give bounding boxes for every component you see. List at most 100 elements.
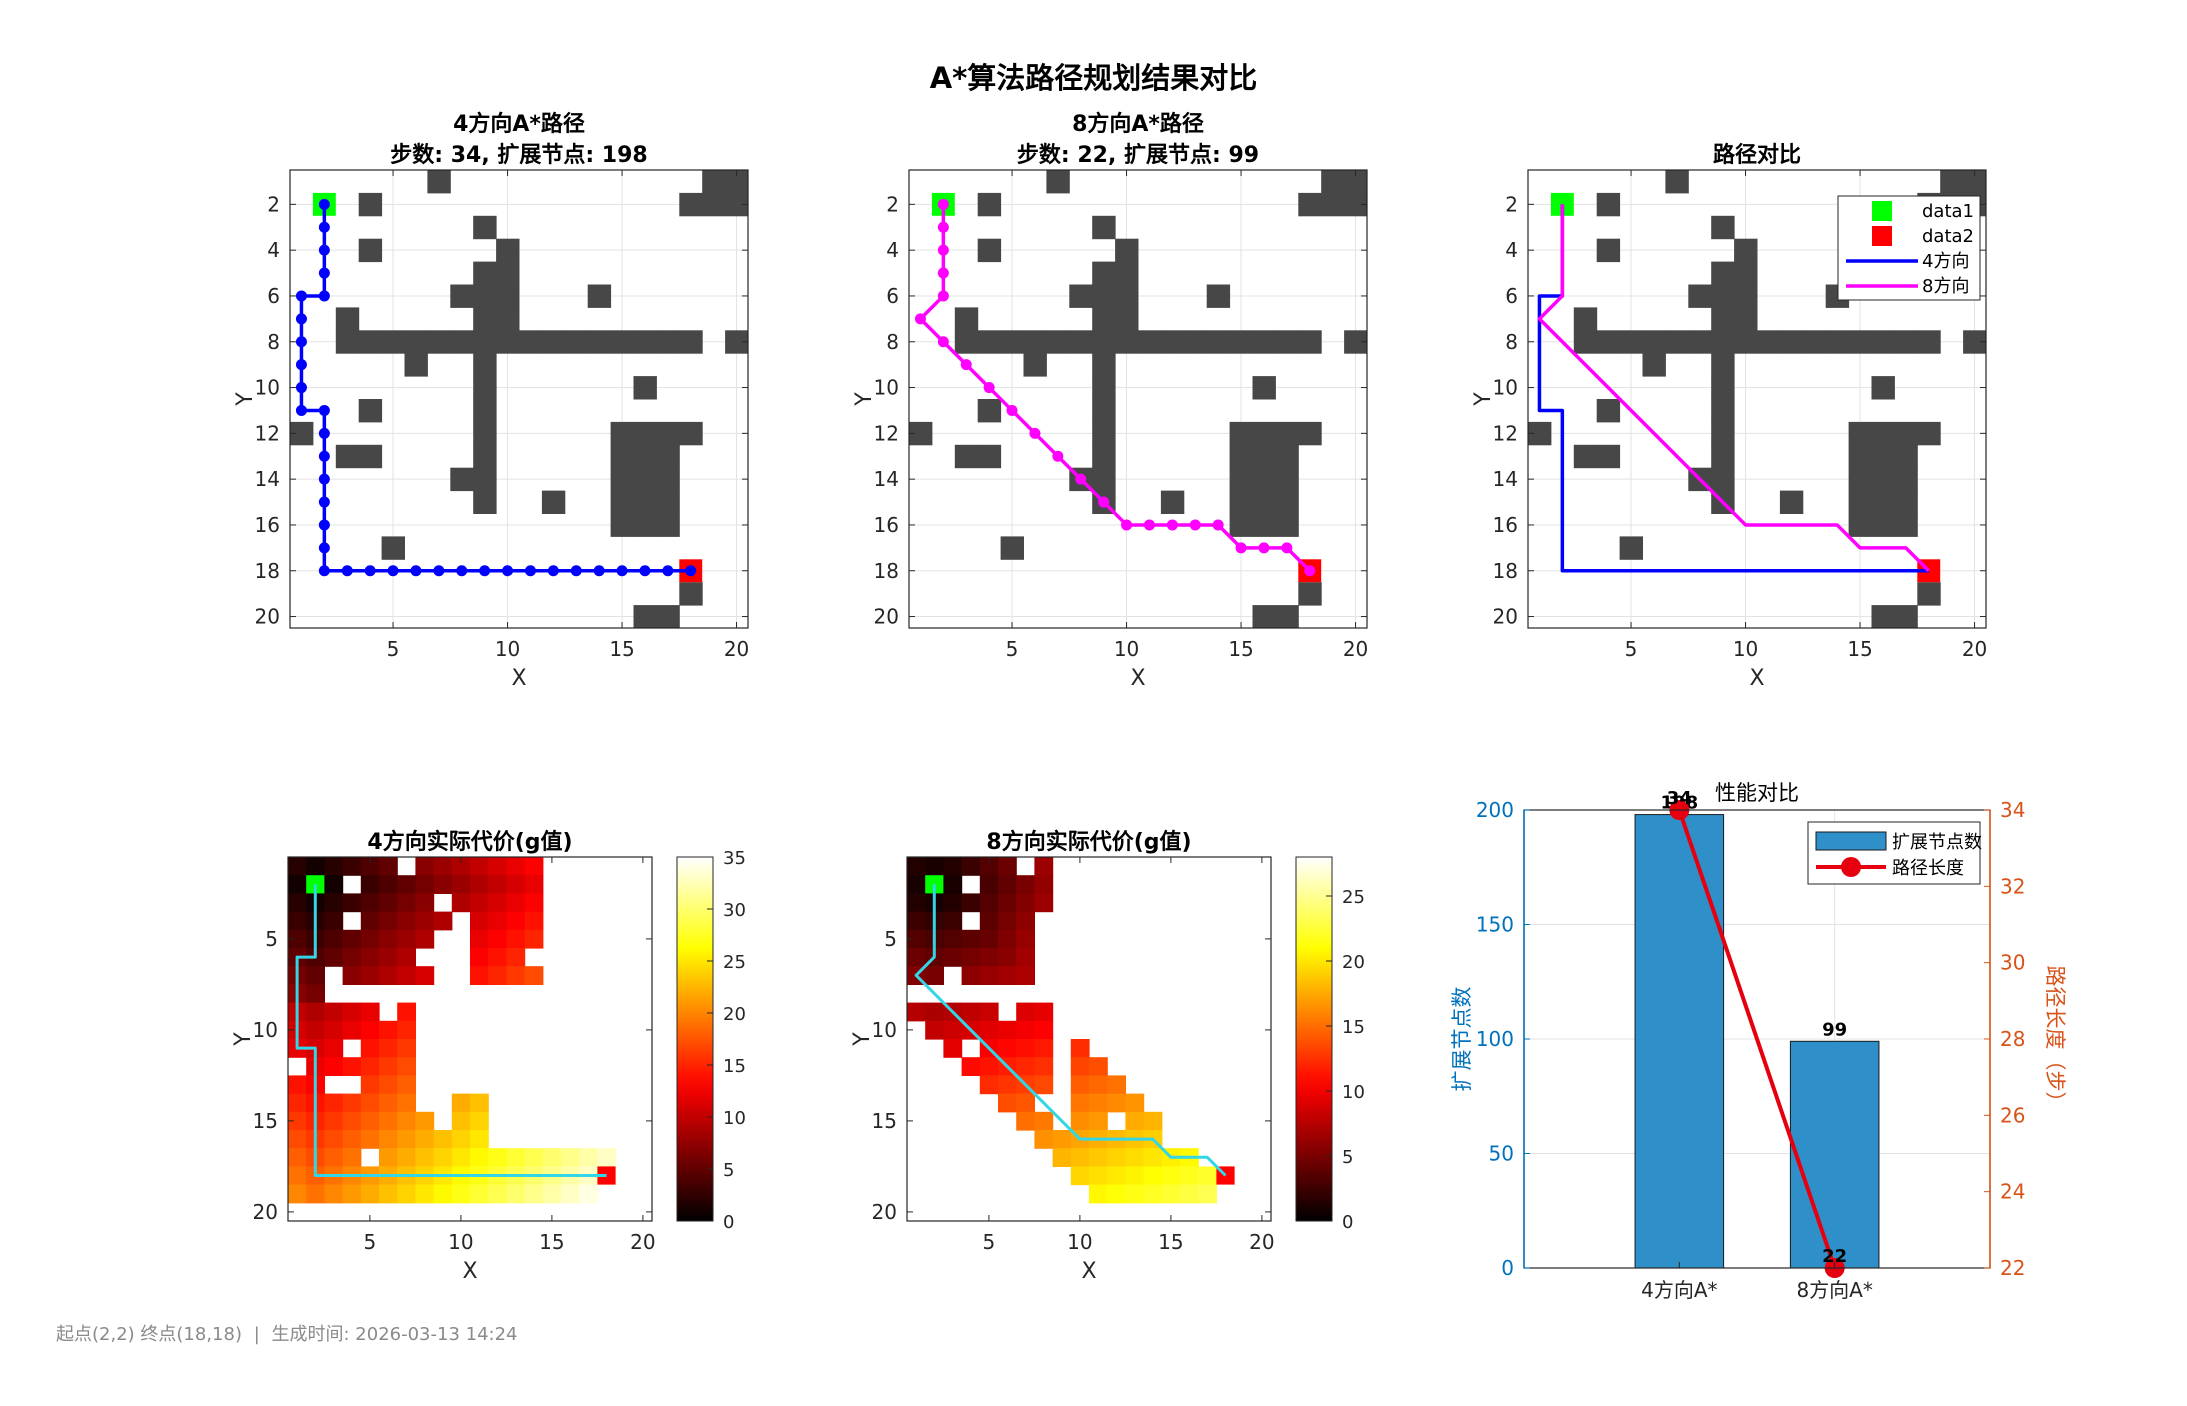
heat8-cost-cell bbox=[1143, 1148, 1163, 1167]
heat4-cost-cell bbox=[342, 893, 362, 913]
map4-obstacle-cell bbox=[358, 192, 383, 217]
heat8-cost-cell bbox=[1034, 1075, 1054, 1095]
compare-obstacle-cell bbox=[1596, 238, 1621, 263]
heat8-cost-cell bbox=[1089, 1057, 1108, 1076]
map8-obstacle-cell bbox=[1252, 513, 1276, 537]
heat4-cost-cell bbox=[433, 911, 453, 931]
heat4-cost-cell bbox=[470, 929, 489, 949]
map8-obstacle-cell bbox=[1000, 330, 1024, 354]
compare-obstacle-cell bbox=[1871, 467, 1895, 492]
map8-obstacle-cell bbox=[909, 421, 933, 446]
compare-legend-label: 4方向 bbox=[1922, 251, 1969, 272]
heat4-cost-cell bbox=[470, 1130, 489, 1149]
map4-obstacle-cell bbox=[381, 330, 405, 354]
heat8-cost-cell bbox=[1161, 1166, 1181, 1186]
heat8-cost-cell bbox=[1016, 875, 1035, 894]
map4-ytick-label: 12 bbox=[255, 421, 280, 445]
heat4-cost-cell bbox=[524, 1148, 544, 1167]
footer-timestamp: 生成时间: 2026-03-13 14:24 bbox=[271, 1324, 518, 1345]
perf-line bbox=[1677, 809, 1837, 1269]
map8-obstacle-cell bbox=[1115, 261, 1139, 285]
compare-obstacle-cell bbox=[1894, 444, 1918, 469]
map4-obstacle-cell bbox=[450, 467, 474, 492]
heat4-colorbar-tick-label: 35 bbox=[723, 848, 746, 869]
map4-obstacle-cell bbox=[610, 444, 634, 469]
map4-obstacle-cell bbox=[473, 444, 497, 469]
map8-obstacle-cell bbox=[1069, 330, 1093, 354]
compare-obstacle-cell bbox=[1711, 444, 1735, 469]
heat4-cost-cell bbox=[306, 857, 325, 876]
compare-obstacle-cell bbox=[1596, 192, 1621, 217]
heat8-ytick-label: 20 bbox=[872, 1200, 897, 1224]
map8-obstacle-cell bbox=[977, 238, 1002, 263]
heat4-cost-cell bbox=[342, 857, 362, 876]
map4-path-point bbox=[387, 565, 399, 577]
compare-legend-swatch-start bbox=[1872, 201, 1892, 221]
heat4-cost-cell bbox=[397, 875, 416, 894]
heat4-cost-cell bbox=[433, 857, 453, 876]
heat8-cost-cell bbox=[1034, 1130, 1054, 1149]
heat8-cost-cell bbox=[979, 857, 999, 876]
heat4-cost-cell bbox=[397, 1130, 416, 1149]
map8-xtick-label: 20 bbox=[1343, 637, 1368, 661]
heat4-cost-cell bbox=[397, 1075, 416, 1095]
heat8-cost-cell bbox=[979, 948, 999, 967]
heat8-cost-cell bbox=[979, 893, 999, 913]
map4-path-point bbox=[502, 565, 514, 577]
map8-obstacle-cell bbox=[1046, 170, 1070, 194]
heat8-cost-cell bbox=[979, 1020, 999, 1040]
heat4-cost-cell bbox=[506, 1184, 526, 1204]
heat4-colorbar-tick-label: 10 bbox=[723, 1108, 746, 1129]
map8-obstacle-cell bbox=[1275, 513, 1299, 537]
map4-obstacle-cell bbox=[358, 399, 383, 423]
heat8-cost-cell bbox=[1034, 1020, 1054, 1040]
heat4-cost-cell bbox=[324, 1111, 344, 1131]
heat4-xtick-label: 15 bbox=[539, 1230, 564, 1254]
heat8-cost-cell bbox=[1125, 1148, 1145, 1167]
map8-ytick-label: 18 bbox=[874, 559, 899, 583]
map4-obstacle-cell bbox=[679, 421, 703, 446]
heat4-cost-cell bbox=[360, 929, 380, 949]
heat4-ytick-label: 5 bbox=[265, 927, 278, 951]
map4-path-point bbox=[318, 450, 330, 462]
map8-path-point bbox=[937, 336, 949, 348]
heat8-cost-cell bbox=[1052, 1130, 1072, 1149]
map4-path-point bbox=[295, 404, 307, 416]
heat4-cost-cell bbox=[360, 1130, 380, 1149]
heat8-cost-cell bbox=[998, 948, 1017, 967]
map4-obstacle-cell bbox=[610, 513, 634, 537]
heat4-cost-cell bbox=[415, 911, 435, 931]
compare-xlabel: X bbox=[1749, 666, 1764, 691]
map4-path-point bbox=[364, 565, 376, 577]
heat4-cost-cell bbox=[470, 1111, 489, 1131]
map4-obstacle-cell bbox=[473, 307, 497, 331]
map4-obstacle-cell bbox=[610, 467, 634, 492]
heat4-cost-cell bbox=[360, 1075, 380, 1095]
map4-path-point bbox=[616, 565, 628, 577]
heat4-cost-cell bbox=[324, 1057, 344, 1076]
heat4-cost-cell bbox=[342, 1093, 362, 1113]
heat4-cost-cell bbox=[324, 1093, 344, 1113]
heat8-cost-cell bbox=[1107, 1148, 1126, 1167]
map4-path-point bbox=[295, 313, 307, 325]
heat4-frame bbox=[287, 856, 653, 1222]
heat4-axes: 5 10 15 20 5 10 15 20 X Y 4方向实际代价(g值) bbox=[231, 829, 656, 1284]
map4-path-point bbox=[295, 290, 307, 302]
map4-obstacle-cell bbox=[473, 261, 497, 285]
map8-xtick-label: 15 bbox=[1228, 637, 1253, 661]
heat8-path-line bbox=[914, 884, 1227, 1177]
compare-obstacle-cell bbox=[1528, 421, 1552, 446]
compare-obstacle-cell bbox=[1917, 330, 1941, 354]
map8-obstacle-cell bbox=[1092, 399, 1116, 423]
heat8-cost-cell bbox=[961, 966, 981, 985]
heat8-cost-cell bbox=[1034, 857, 1054, 876]
heat8-cost-cell bbox=[1034, 1002, 1054, 1022]
heat8-cost-cell bbox=[1052, 1148, 1072, 1167]
map4-obstacle-cell bbox=[656, 490, 680, 514]
heat4-cost-cell bbox=[415, 1130, 435, 1149]
heat8-colorbar-tick-label: 15 bbox=[1342, 1017, 1365, 1038]
map4-obstacle-cell bbox=[541, 490, 566, 514]
map4-path-point bbox=[318, 290, 330, 302]
